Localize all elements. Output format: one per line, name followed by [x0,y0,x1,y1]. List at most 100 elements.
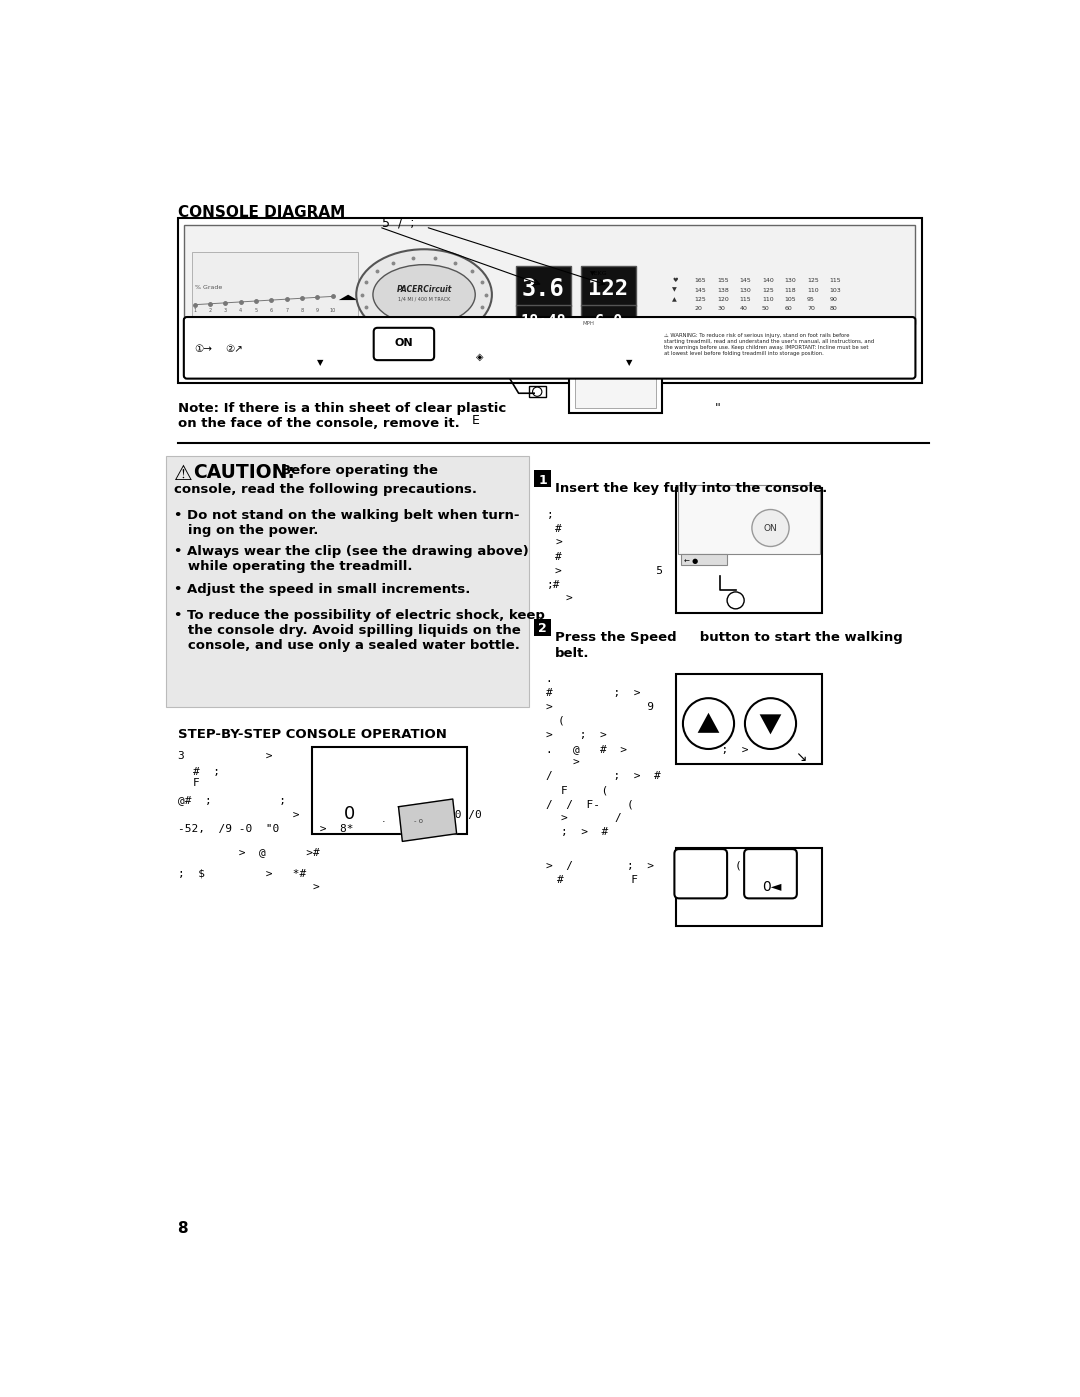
Bar [676,848,822,926]
Text: Before operating the: Before operating the [281,464,437,478]
Text: ⚠ WARNING: To reduce risk of serious injury, stand on foot rails before
starting: ⚠ WARNING: To reduce risk of serious inj… [664,334,875,356]
Text: 115: 115 [740,296,751,302]
Text: ◈: ◈ [476,352,484,362]
Text: 0: 0 [345,805,355,823]
Text: 80: 80 [829,306,837,312]
Polygon shape [759,714,781,735]
Text: 3: 3 [224,309,227,313]
Circle shape [606,330,637,360]
Text: MPH: MPH [582,321,594,327]
Bar [312,747,467,834]
Text: 50: 50 [762,306,770,312]
Text: (: ( [557,715,564,726]
Text: ▲: ▲ [672,296,677,302]
Polygon shape [295,338,312,349]
Text: .: . [545,675,553,685]
Text: 103: 103 [829,288,841,292]
Text: 110: 110 [762,296,773,302]
Text: 20: 20 [694,306,702,312]
Text: >       /: > / [562,813,622,823]
Text: • Do not stand on the walking belt when turn-
   ing on the power.: • Do not stand on the walking belt when … [174,509,519,536]
Text: 138: 138 [717,288,729,292]
Text: 130: 130 [784,278,796,284]
Bar [184,225,916,324]
Text: console, read the following precautions.: console, read the following precautions. [174,482,476,496]
Bar [191,251,359,320]
Bar [677,485,820,555]
Bar [535,471,551,488]
Text: 7: 7 [285,309,288,313]
Text: 3.6: 3.6 [522,277,565,300]
Text: • Always wear the clip (see the drawing above)
   while operating the treadmill.: • Always wear the clip (see the drawing … [174,545,528,573]
Text: 3            >: 3 > [177,752,272,761]
Text: #: # [555,552,562,562]
Text: ← ●: ← ● [684,559,698,564]
Text: PACERCircuit: PACERCircuit [396,285,451,293]
Circle shape [683,698,734,749]
Text: ;: ; [548,510,554,520]
Text: >: > [177,882,320,893]
Text: >              5: > 5 [555,566,663,576]
Text: 122: 122 [589,278,629,299]
Polygon shape [613,338,631,349]
Text: 9: 9 [316,309,319,313]
Bar [569,358,662,412]
Circle shape [532,387,542,397]
Circle shape [727,592,744,609]
Text: #: # [555,524,562,534]
Circle shape [321,330,352,360]
Text: 10: 10 [329,309,336,313]
Text: /         ;  >  #: / ; > # [545,771,661,781]
Text: >    ;  >: > ; > [545,729,607,740]
Text: #         ;  >: # ; > [545,689,640,698]
Circle shape [287,330,319,360]
Text: 120: 120 [717,296,729,302]
Text: • To reduce the possibility of electric shock, keep
   the console dry. Avoid sp: • To reduce the possibility of electric … [174,609,544,652]
Bar [581,306,636,335]
Text: >              9: > 9 [545,703,653,712]
Text: >  @      >#: > @ ># [177,847,320,856]
Text: ↘: ↘ [795,750,807,764]
Text: 145: 145 [740,278,752,284]
Text: .   @   #  >              ;  >: . @ # > ; > [545,743,748,753]
Text: 5: 5 [255,309,258,313]
Text: 155: 155 [717,278,729,284]
Text: - o: - o [414,819,423,824]
Text: 1/4 MI / 400 M TRACK: 1/4 MI / 400 M TRACK [397,296,450,302]
Ellipse shape [373,264,475,324]
Text: 130: 130 [740,288,752,292]
Bar [516,306,570,335]
Text: 30: 30 [717,306,725,312]
Text: STEP-BY-STEP CONSOLE OPERATION: STEP-BY-STEP CONSOLE OPERATION [177,728,446,742]
Text: >                   $  90 /0: > $ 90 /0 [177,809,482,819]
Bar [177,218,921,383]
Bar [676,673,822,764]
Text: ON: ON [394,338,414,348]
FancyBboxPatch shape [374,328,434,360]
Bar [529,386,545,397]
Text: /  /  F-    (: / / F- ( [545,799,634,809]
Text: ▼: ▼ [316,358,324,367]
Text: ON: ON [764,524,778,532]
Polygon shape [339,295,357,300]
FancyBboxPatch shape [744,849,797,898]
Bar [680,555,727,564]
Text: >: > [555,538,562,548]
Text: -52,  /9 -0  "0      >  8*: -52, /9 -0 "0 > 8* [177,824,353,834]
Polygon shape [580,338,597,349]
Text: ♥: ♥ [672,278,678,284]
Text: Note: If there is a thin sheet of clear plastic
on the face of the console, remo: Note: If there is a thin sheet of clear … [177,402,505,430]
FancyBboxPatch shape [184,317,916,379]
Text: >: > [565,594,572,604]
Text: 145: 145 [694,288,706,292]
Text: 60: 60 [784,306,793,312]
Text: 6: 6 [270,309,273,313]
Text: >: > [572,757,580,767]
Text: ▼: ▼ [672,288,677,292]
Circle shape [572,330,604,360]
Circle shape [745,698,796,749]
Text: 95: 95 [807,296,814,302]
Text: 125: 125 [694,296,706,302]
Text: 115: 115 [829,278,841,284]
FancyBboxPatch shape [674,849,727,898]
